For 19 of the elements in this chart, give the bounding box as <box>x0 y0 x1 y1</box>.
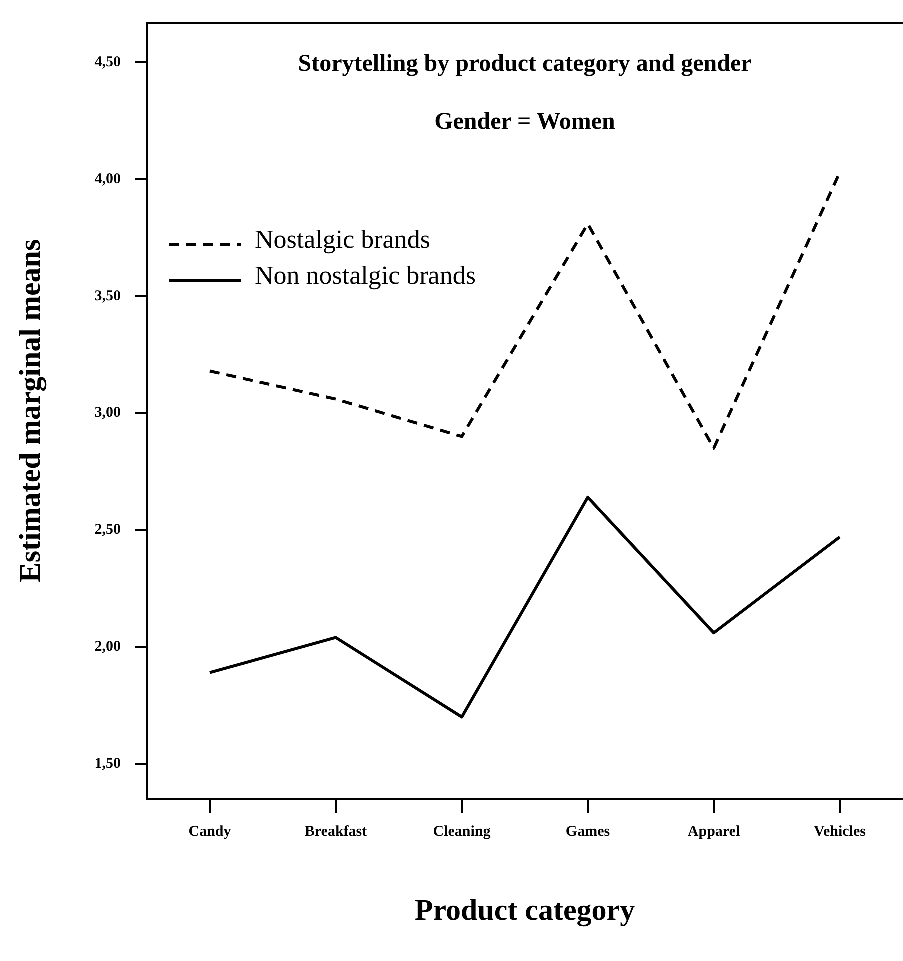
y-tick-label: 4,50 <box>94 54 121 71</box>
x-tick-label: Breakfast <box>304 824 368 840</box>
text: Storytelling by product category and gender <box>298 51 752 78</box>
y-axis-title: Estimated marginal means <box>14 239 47 583</box>
x-axis-title: Product category <box>414 894 636 927</box>
x-tick-label: Games <box>566 824 610 840</box>
y-tick-label: 1,50 <box>94 756 121 772</box>
y-tick-label: 4,00 <box>94 171 121 188</box>
text: Gender = Women <box>434 109 616 136</box>
y-tick-label: 2,50 <box>94 522 121 538</box>
x-tick-label: Candy <box>188 824 232 840</box>
legend-label: Non nostalgic brands <box>255 260 476 290</box>
y-tick-label: 3,00 <box>94 405 121 422</box>
legend-label: Nostalgic brands <box>255 224 430 254</box>
x-tick-label: Apparel <box>688 824 740 840</box>
x-tick-label: Vehicles <box>814 824 866 840</box>
y-tick-label: 3,50 <box>94 288 121 304</box>
y-tick-label: 2,00 <box>94 638 121 655</box>
x-tick-label: Cleaning <box>433 824 492 840</box>
